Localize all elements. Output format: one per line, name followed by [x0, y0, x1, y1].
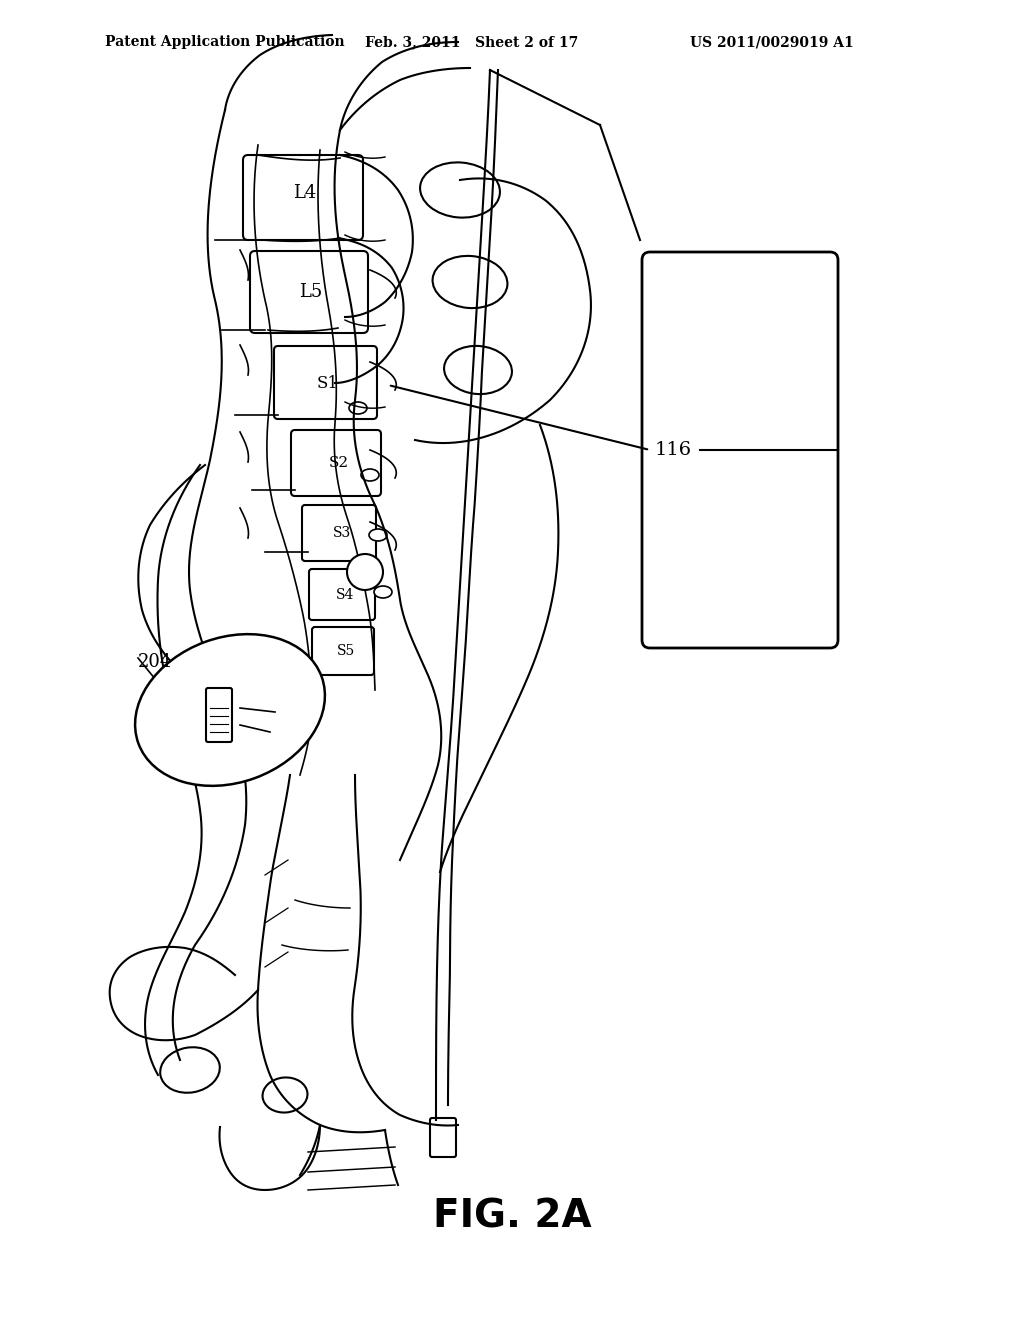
Ellipse shape [135, 634, 325, 785]
Ellipse shape [262, 1077, 307, 1113]
FancyBboxPatch shape [274, 346, 377, 418]
Text: S3: S3 [333, 525, 351, 540]
Text: S4: S4 [336, 587, 354, 602]
Ellipse shape [369, 529, 387, 541]
FancyBboxPatch shape [243, 154, 362, 240]
Text: L4: L4 [293, 183, 316, 202]
Text: Feb. 3, 2011   Sheet 2 of 17: Feb. 3, 2011 Sheet 2 of 17 [365, 36, 579, 49]
FancyBboxPatch shape [250, 251, 368, 333]
FancyBboxPatch shape [302, 506, 376, 561]
Ellipse shape [349, 403, 367, 414]
FancyBboxPatch shape [309, 569, 375, 620]
Text: S2: S2 [329, 455, 349, 470]
Text: Patent Application Publication: Patent Application Publication [105, 36, 345, 49]
Text: S1: S1 [317, 375, 339, 392]
Text: 204: 204 [138, 653, 172, 671]
FancyBboxPatch shape [291, 430, 381, 496]
FancyBboxPatch shape [430, 1118, 456, 1158]
FancyBboxPatch shape [642, 252, 838, 648]
FancyBboxPatch shape [312, 627, 374, 675]
Text: US 2011/0029019 A1: US 2011/0029019 A1 [690, 36, 854, 49]
FancyBboxPatch shape [206, 688, 232, 742]
Text: S5: S5 [337, 644, 355, 657]
Ellipse shape [420, 162, 500, 218]
Ellipse shape [432, 256, 508, 308]
Ellipse shape [374, 586, 392, 598]
Text: 116: 116 [655, 441, 692, 459]
Ellipse shape [444, 346, 512, 395]
Circle shape [347, 554, 383, 590]
Text: L5: L5 [299, 282, 323, 301]
Ellipse shape [160, 1047, 220, 1093]
Text: FIG. 2A: FIG. 2A [433, 1197, 591, 1236]
Ellipse shape [361, 469, 379, 480]
